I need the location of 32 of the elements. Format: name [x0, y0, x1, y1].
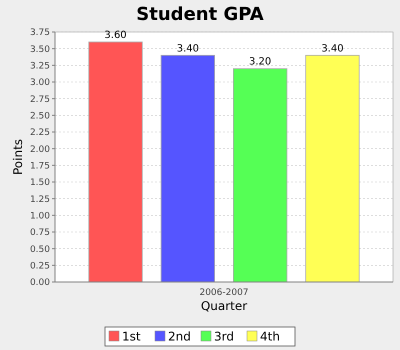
y-tick-label: 3.00: [30, 78, 50, 88]
y-tick-label: 2.50: [30, 111, 50, 122]
y-tick-label: 2.25: [30, 128, 50, 138]
y-tick-label: 3.25: [30, 61, 50, 72]
bar: [160, 54, 215, 282]
y-tick-label: 1.75: [30, 161, 50, 172]
y-axis-title: Points: [11, 138, 25, 176]
y-tick-label: 1.25: [30, 194, 50, 205]
legend-label: 2nd: [168, 330, 191, 344]
x-axis-title: Quarter: [200, 299, 248, 313]
legend-label: 3rd: [214, 330, 234, 344]
legend-label: 4th: [260, 330, 280, 344]
bar: [88, 42, 143, 282]
y-tick-label: 2.75: [30, 94, 50, 105]
data-label: 3.60: [104, 30, 127, 41]
y-tick-label: 0.25: [30, 261, 50, 272]
y-tick-label: 1.00: [30, 211, 50, 222]
data-label: 3.40: [321, 43, 344, 54]
y-tick-label: 0.50: [30, 244, 50, 255]
legend-label: 1st: [122, 330, 141, 344]
y-tick-label: 1.50: [30, 178, 50, 188]
y-tick-label: 3.50: [30, 44, 50, 55]
x-tick-label: 2006-2007: [199, 288, 249, 298]
chart-title: Student GPA: [136, 4, 264, 25]
y-tick-label: 2.00: [30, 144, 50, 155]
data-label: 3.40: [176, 43, 199, 54]
y-tick-label: 3.75: [30, 28, 50, 38]
y-tick-label: 0.00: [30, 278, 50, 288]
bar: [305, 54, 360, 282]
bar: [233, 68, 288, 282]
y-tick-label: 0.75: [30, 228, 50, 238]
data-label: 3.20: [249, 56, 272, 68]
